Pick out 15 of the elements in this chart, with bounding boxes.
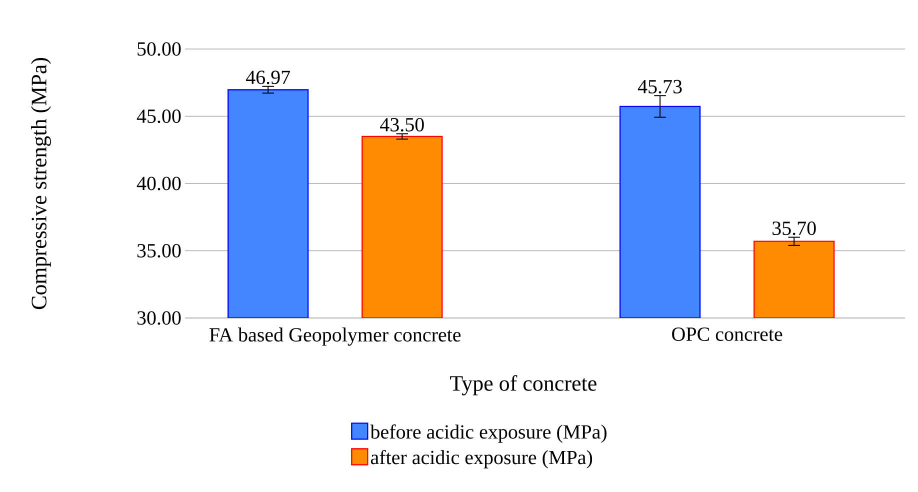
y-tick-label: 35.00	[137, 244, 181, 258]
y-tick-label: 50.00	[138, 42, 181, 56]
legend-label: before acidic exposure (MPa)	[370, 424, 607, 443]
x-axis-title: Type of concrete	[450, 375, 596, 396]
data-label: 46.97	[246, 70, 290, 84]
x-tick-label: FA based Geopolymer concrete	[210, 328, 461, 346]
y-tick-label: 40.00	[136, 176, 181, 190]
data-label: 35.70	[772, 222, 816, 236]
y-tick-label: 30.00	[137, 311, 181, 325]
data-label: 45.73	[638, 80, 682, 94]
x-tick-label: OPC concrete	[672, 328, 782, 341]
legend-label: after acidic exposure (MPa)	[370, 450, 592, 468]
y-tick-label: 45.00	[136, 109, 181, 124]
data-label: 43.50	[380, 118, 424, 132]
y-axis-title: Compressive strength (MPa)	[30, 58, 52, 310]
